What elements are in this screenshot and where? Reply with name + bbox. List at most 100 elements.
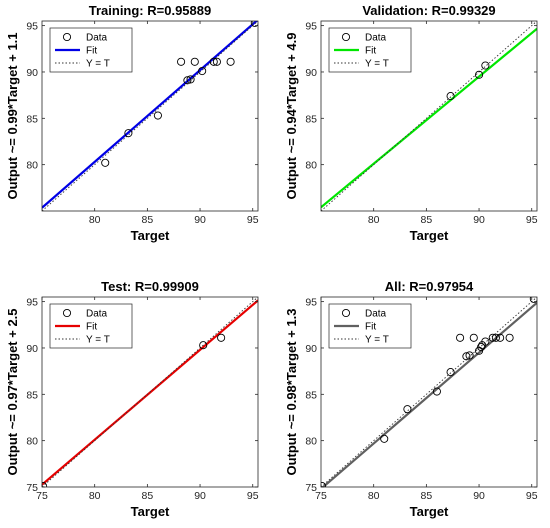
data-point [153, 111, 162, 120]
chart-title: All: R=0.97954 [385, 279, 474, 294]
y-tick-label: 80 [26, 436, 38, 448]
x-tick-label: 85 [421, 214, 433, 226]
legend-marker-data [62, 308, 72, 318]
data-point [456, 333, 465, 342]
subplot-4: 75 80 85 90 95 75 80 85 90 95 All: R=0.97954 Target… [284, 279, 538, 519]
legend: Data Fit Y = T [328, 27, 412, 73]
axes-frame [320, 20, 538, 212]
legend-marker-data [62, 32, 72, 42]
x-tick-label: 80 [368, 214, 380, 226]
chart-title: Test: R=0.99909 [101, 279, 199, 294]
x-axis-label: Target [410, 504, 449, 519]
data-point [321, 482, 327, 487]
x-tick-label: 80 [89, 490, 101, 502]
y-tick-label: 95 [26, 297, 38, 309]
identity-line [321, 21, 537, 211]
data-point [477, 342, 486, 352]
y-tick-label: 85 [26, 389, 38, 401]
y-tick-label: 85 [26, 113, 38, 125]
data-point [250, 21, 258, 27]
x-axis-label: Target [131, 504, 170, 519]
identity-line [42, 21, 258, 211]
x-tick-label: 75 [315, 490, 327, 502]
data-point [474, 70, 484, 79]
y-tick-label: 80 [305, 160, 317, 172]
legend-entry: Fit [365, 46, 376, 57]
x-tick-label: 85 [142, 214, 154, 226]
legend-entry: Fit [365, 322, 376, 333]
data-point [199, 341, 208, 350]
legend: Data Fit Y = T [328, 303, 412, 349]
data-point [380, 434, 389, 443]
y-tick-label: 75 [26, 482, 38, 494]
y-tick-label: 90 [26, 343, 38, 355]
y-axis-label: Output ~= 0.99*Target + 1.1 [5, 32, 20, 199]
axes-frame [41, 296, 259, 488]
data-point [505, 333, 514, 342]
legend-entry: Data [365, 33, 387, 44]
data-point [446, 368, 455, 377]
chart-title: Validation: R=0.99329 [362, 3, 495, 18]
y-tick-label: 95 [305, 297, 317, 309]
legend: Data Fit Y = T [49, 303, 133, 349]
legend-marker-data [341, 308, 351, 318]
data-point [198, 66, 207, 76]
x-tick-label: 90 [473, 214, 485, 226]
axes-frame [320, 296, 538, 488]
x-tick-label: 80 [89, 214, 101, 226]
x-tick-label: 90 [194, 214, 206, 226]
fit-line [321, 27, 537, 209]
data-point [446, 92, 455, 101]
x-tick-label: 85 [421, 490, 433, 502]
legend-entry: Y = T [365, 59, 389, 70]
legend-entry: Y = T [86, 335, 110, 346]
legend-entry: Y = T [86, 59, 110, 70]
legend-entry: Data [86, 33, 108, 44]
x-tick-label: 85 [142, 490, 154, 502]
data-point [462, 352, 471, 361]
data-point [496, 333, 505, 342]
axes-frame [41, 20, 259, 212]
x-tick-label: 95 [247, 214, 259, 226]
y-axis-label: Output ~= 0.97*Target + 2.5 [5, 308, 20, 475]
data-point [101, 158, 110, 167]
data-point [529, 297, 537, 303]
data-point [217, 333, 226, 342]
y-tick-label: 80 [305, 436, 317, 448]
y-tick-label: 85 [305, 113, 317, 125]
data-point [209, 57, 218, 66]
data-point [491, 333, 500, 342]
data-point [177, 57, 186, 66]
y-tick-label: 90 [305, 67, 317, 79]
chart-title: Training: R=0.95889 [89, 3, 211, 18]
legend-entry: Fit [86, 322, 97, 333]
x-axis-label: Target [410, 228, 449, 243]
data-point [432, 387, 441, 396]
x-tick-label: 95 [247, 490, 259, 502]
plot-content [321, 297, 537, 487]
x-tick-label: 95 [526, 214, 538, 226]
legend-entry: Fit [86, 46, 97, 57]
x-tick-label: 95 [526, 490, 538, 502]
identity-line [42, 297, 258, 487]
data-point [481, 61, 490, 70]
x-tick-label: 80 [368, 490, 380, 502]
plot-content [321, 21, 537, 211]
data-point [403, 405, 412, 414]
fit-line [42, 21, 258, 209]
data-point [183, 76, 192, 85]
subplot-2: 80 85 90 95 80 85 90 95 Validation: R=0.99329 Tar… [284, 3, 538, 243]
data-point [465, 351, 474, 360]
y-tick-label: 95 [305, 21, 317, 33]
x-axis-label: Target [131, 228, 170, 243]
data-point [186, 75, 195, 84]
y-tick-label: 95 [26, 21, 38, 33]
subplot-3: 75 80 85 90 95 75 80 85 90 95 Test: R=0.99909 Targe… [5, 279, 259, 519]
y-tick-label: 85 [305, 389, 317, 401]
subplot-1: 80 85 90 95 80 85 90 95 Training: R=0.95889 Targe… [5, 3, 259, 243]
legend: Data Fit Y = T [49, 27, 133, 73]
legend-entry: Data [86, 309, 108, 320]
data-point [124, 129, 133, 138]
y-axis-label: Output ~= 0.94*Target + 4.9 [284, 32, 299, 199]
y-tick-label: 90 [305, 343, 317, 355]
